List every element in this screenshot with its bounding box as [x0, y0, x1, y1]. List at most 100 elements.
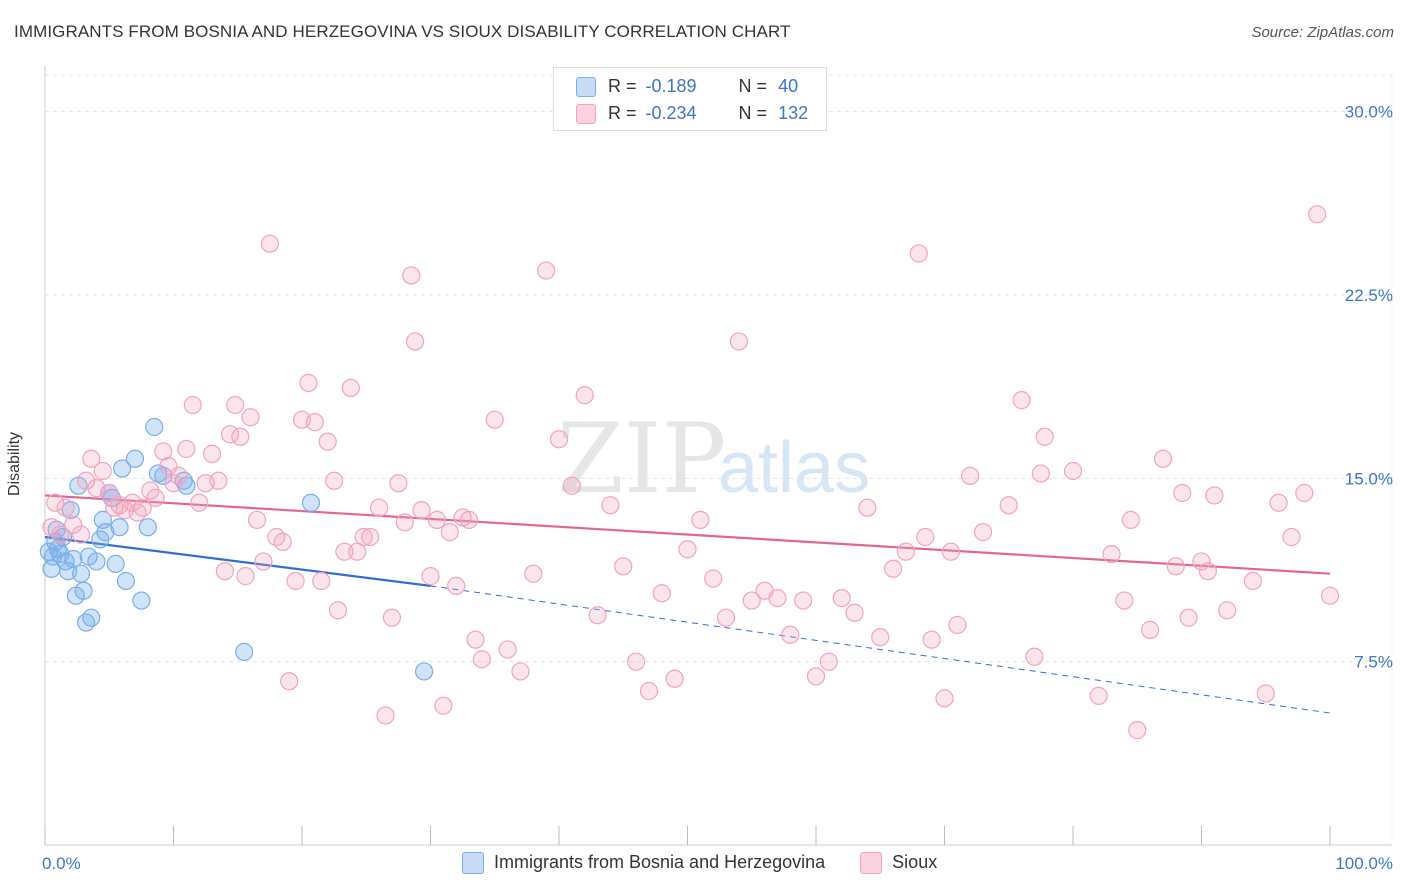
point-sioux	[341, 378, 360, 397]
point-bosnia	[125, 449, 145, 468]
point-sioux	[93, 461, 112, 481]
y-tick-label: 15.0%	[1345, 469, 1393, 488]
point-sioux	[472, 650, 491, 669]
point-sioux	[1256, 684, 1275, 703]
point-sioux	[299, 373, 318, 393]
point-sioux	[537, 261, 556, 280]
point-bosnia	[235, 642, 254, 661]
point-sioux	[77, 471, 96, 490]
legend-item-sioux: Sioux	[860, 852, 938, 875]
watermark-atlas: atlas	[718, 428, 870, 508]
point-sioux	[459, 510, 479, 529]
point-sioux	[1218, 601, 1237, 620]
point-sioux	[1031, 464, 1050, 483]
point-sioux	[64, 515, 83, 534]
point-bosnia	[132, 591, 151, 610]
point-sioux	[601, 496, 620, 515]
point-sioux	[376, 706, 395, 725]
point-sioux	[209, 471, 228, 490]
point-sioux	[549, 430, 569, 449]
legend-row-sioux: R = -0.234 N = 132	[576, 101, 808, 125]
point-sioux	[768, 589, 787, 608]
legend-label-bosnia: Immigrants from Bosnia and Herzegovina	[494, 852, 826, 872]
legend-label-sioux: Sioux	[892, 852, 938, 872]
r-label: R =	[608, 103, 637, 123]
watermark-zip: ZIP	[557, 403, 726, 515]
chart-title: IMMIGRANTS FROM BOSNIA AND HERZEGOVINA V…	[14, 22, 791, 41]
point-sioux	[260, 234, 279, 253]
point-bosnia	[154, 466, 173, 485]
point-sioux	[794, 591, 813, 610]
point-bosnia	[106, 554, 125, 573]
point-sioux	[652, 584, 671, 603]
point-sioux	[215, 562, 234, 581]
point-sioux	[123, 493, 142, 512]
point-sioux	[254, 552, 273, 571]
n-label: N =	[738, 103, 768, 123]
point-bosnia	[96, 523, 115, 542]
point-sioux	[412, 501, 431, 520]
point-sioux	[575, 386, 594, 405]
point-sioux	[183, 395, 202, 415]
point-sioux	[678, 540, 697, 559]
point-sioux	[1102, 545, 1121, 564]
point-sioux	[1269, 493, 1288, 512]
point-sioux	[325, 471, 344, 490]
series-legend: Immigrants from Bosnia and Herzegovina S…	[462, 852, 967, 875]
point-sioux	[305, 413, 324, 432]
point-sioux	[665, 669, 684, 688]
point-sioux	[742, 591, 761, 610]
axes	[44, 66, 1392, 846]
point-sioux	[361, 527, 380, 547]
point-bosnia	[77, 613, 96, 632]
correlation-legend: R = -0.189 N = 40 R = -0.234 N = 132	[553, 67, 827, 131]
point-sioux	[1128, 721, 1147, 740]
point-sioux	[948, 615, 967, 635]
point-sioux	[427, 510, 447, 529]
point-sioux	[56, 498, 75, 517]
point-sioux	[440, 523, 459, 542]
point-sioux	[202, 444, 222, 463]
point-sioux	[128, 503, 147, 522]
point-sioux	[961, 466, 980, 485]
x-tick-label: 100.0%	[1335, 854, 1393, 873]
point-sioux	[941, 542, 961, 561]
point-sioux	[1140, 620, 1160, 639]
point-sioux	[883, 559, 903, 578]
point-sioux	[1198, 562, 1218, 581]
point-sioux	[626, 652, 646, 671]
trend-line-bosnia-extension	[430, 585, 1331, 714]
point-sioux	[896, 542, 916, 561]
legend-swatch-bosnia	[576, 77, 596, 98]
point-sioux	[146, 488, 165, 507]
gridlines	[45, 74, 1393, 845]
point-sioux	[466, 630, 485, 649]
point-sioux	[1320, 586, 1340, 605]
point-sioux	[922, 630, 941, 649]
point-sioux	[729, 332, 749, 351]
point-sioux	[819, 652, 838, 671]
point-sioux	[1295, 483, 1314, 503]
watermark: ZIP atlas	[557, 403, 870, 515]
n-value-sioux: 132	[778, 103, 809, 123]
point-bosnia	[87, 552, 106, 571]
point-sioux	[434, 696, 453, 715]
point-sioux	[318, 432, 337, 451]
point-sioux	[1205, 486, 1224, 505]
point-sioux	[524, 564, 543, 583]
point-sioux	[1025, 647, 1044, 666]
point-bosnia	[138, 518, 157, 537]
point-sioux	[832, 589, 851, 608]
y-tick-label: 7.5%	[1354, 653, 1393, 672]
point-bosnia	[110, 518, 129, 537]
point-sioux	[395, 513, 414, 532]
point-sioux	[190, 493, 209, 512]
point-sioux	[1179, 608, 1198, 627]
point-sioux	[335, 542, 354, 561]
point-sioux	[498, 640, 517, 659]
point-sioux	[1153, 449, 1173, 468]
point-sioux	[382, 608, 402, 627]
point-bosnia	[414, 662, 434, 681]
point-sioux	[236, 567, 255, 586]
point-bosnia	[301, 493, 321, 512]
